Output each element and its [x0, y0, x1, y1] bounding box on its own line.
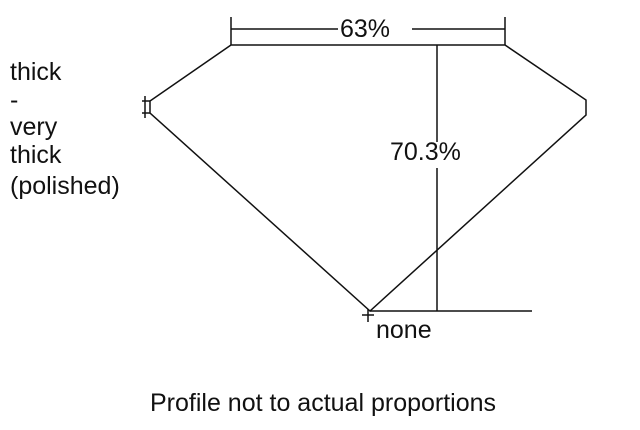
girdle-label: thick - very thick (polished)	[10, 58, 120, 202]
girdle-label-line: (polished)	[10, 172, 120, 200]
depth-percent-label: 70.3%	[390, 138, 461, 166]
girdle-label-line: very	[10, 113, 58, 141]
caption: Profile not to actual proportions	[150, 389, 497, 417]
culet-label: none	[376, 316, 432, 344]
girdle-label-line: thick	[10, 141, 62, 169]
table-percent-label: 63%	[340, 15, 391, 43]
diamond-outline	[149, 44, 587, 313]
girdle-label-line: thick	[10, 58, 62, 86]
girdle-label-line: -	[10, 86, 19, 114]
